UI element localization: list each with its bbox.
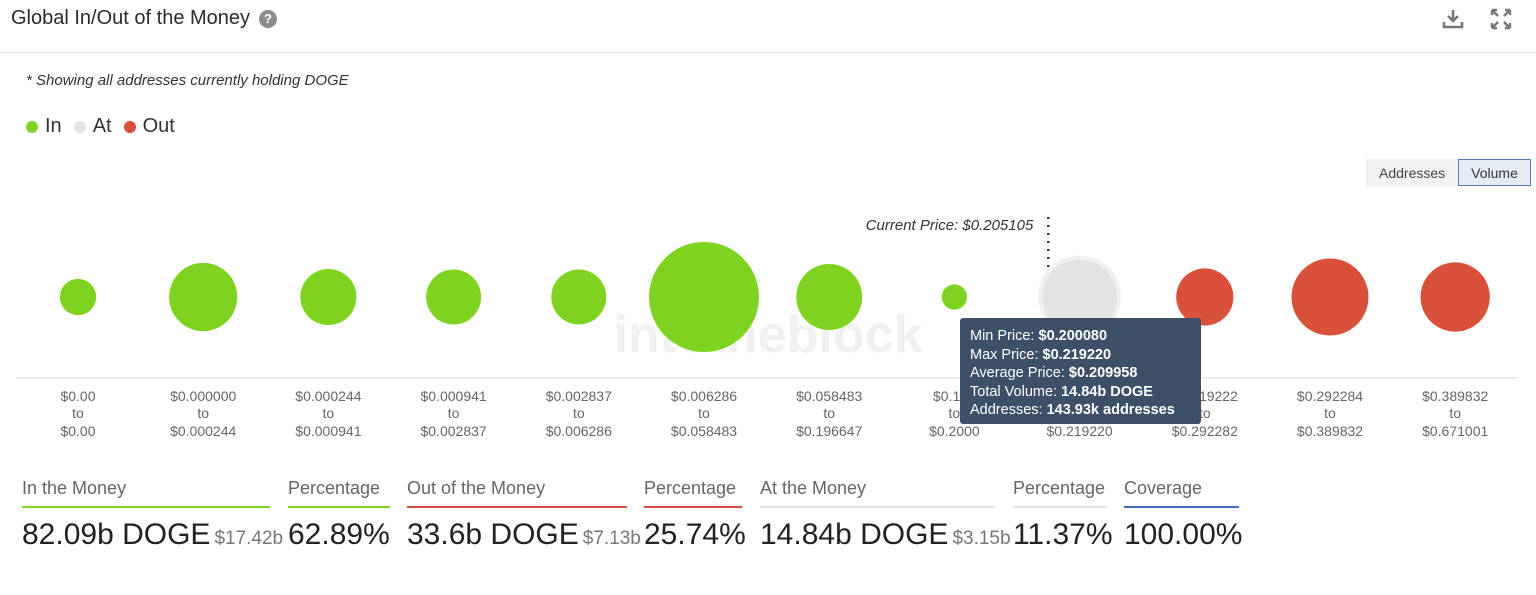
tooltip-total-volume: Total Volume: 14.84b DOGE — [970, 383, 1153, 400]
bubble-in — [169, 262, 238, 332]
tick-label-to: $0.2000 — [929, 423, 980, 439]
legend-dot-out — [123, 120, 136, 133]
stat-at-the-money: At the Money 14.84b DOGE $3.15b — [760, 478, 1011, 552]
tick-label-connector: to — [1324, 405, 1336, 421]
stat-in-percentage: Percentage 62.89% — [288, 478, 390, 552]
help-icon[interactable]: ? — [259, 10, 277, 28]
legend-item-in[interactable]: In — [26, 115, 62, 138]
stat-value: 33.6b DOGE $7.13b — [407, 518, 641, 551]
stat-in-the-money: In the Money 82.09b DOGE $17.42b — [22, 478, 284, 552]
tooltip-min-price: Min Price: $0.200080 — [970, 328, 1108, 344]
bubble-in — [426, 269, 482, 325]
tick-label-connector: to — [323, 405, 335, 421]
tick-label-from: $0.000000 — [170, 388, 236, 404]
tick-label-connector: to — [823, 405, 835, 421]
tick-label-connector: to — [949, 405, 961, 421]
legend-label-out: Out — [142, 115, 175, 137]
legend-label-in: In — [45, 115, 62, 137]
addresses-toggle-button[interactable]: Addresses — [1366, 159, 1459, 186]
tick-label-to: $0.006286 — [546, 423, 612, 439]
stat-label: In the Money — [22, 478, 270, 508]
tick-label-connector: to — [1449, 405, 1461, 421]
tick-label-from: $0.389832 — [1422, 388, 1488, 404]
current-price-label: Current Price: $0.205105 — [866, 217, 1034, 234]
bubble-in — [59, 278, 97, 316]
tick-label-from: $0.002837 — [546, 388, 612, 404]
tick-label-to: $0.219220 — [1047, 423, 1113, 439]
tick-label-from: $0.292284 — [1297, 388, 1363, 404]
tick-label-to: $0.000244 — [170, 423, 236, 439]
stat-label: Percentage — [1013, 478, 1107, 508]
stat-out-percentage: Percentage 25.74% — [644, 478, 746, 552]
tooltip-average-price: Average Price: $0.209958 — [970, 365, 1138, 382]
bubble-in — [551, 269, 607, 325]
bubble-in — [649, 242, 759, 352]
download-icon[interactable] — [1440, 6, 1466, 32]
stat-value: 82.09b DOGE $17.42b — [22, 518, 284, 551]
stat-label: Percentage — [644, 478, 742, 508]
tick-label-connector: to — [448, 405, 460, 421]
tick-label-to: $0.671001 — [1422, 423, 1488, 439]
tick-label-to: $0.058483 — [671, 423, 737, 439]
legend-item-at[interactable]: At — [73, 115, 112, 138]
metric-toggle: Addresses Volume — [1366, 159, 1531, 186]
tick-label-connector: to — [1199, 405, 1211, 421]
stat-out-of-the-money: Out of the Money 33.6b DOGE $7.13b — [407, 478, 641, 552]
tick-label-from: $0.006286 — [671, 388, 737, 404]
legend-item-out[interactable]: Out — [123, 115, 175, 138]
legend-label-at: At — [92, 115, 112, 137]
stat-at-percentage: Percentage 11.37% — [1013, 478, 1113, 552]
bubble-in — [941, 284, 968, 310]
stat-label: Coverage — [1124, 478, 1239, 508]
bubble-out — [1291, 258, 1369, 336]
tick-label-to: $0.389832 — [1297, 423, 1363, 439]
tick-label-connector: to — [72, 405, 84, 421]
bubble-in — [796, 264, 863, 330]
tick-label-from: $0.000941 — [421, 388, 487, 404]
tick-label-to: $0.196647 — [796, 423, 862, 439]
stat-label: At the Money — [760, 478, 995, 508]
tick-label-to: $0.000941 — [295, 423, 361, 439]
stat-value: 11.37% — [1013, 518, 1113, 551]
bubble-out — [1420, 262, 1490, 332]
stat-value: 62.89% — [288, 518, 390, 551]
tick-label-from: $0.058483 — [796, 388, 862, 404]
stat-value: 100.00% — [1124, 518, 1243, 551]
tick-label-from: $0.000244 — [295, 388, 361, 404]
tick-label-to: $0.002837 — [421, 423, 487, 439]
tick-label-connector: to — [197, 405, 209, 421]
legend: In At Out — [26, 115, 187, 138]
tick-label-to: $0.00 — [60, 423, 95, 439]
stat-coverage: Coverage 100.00% — [1124, 478, 1243, 552]
stat-value: 14.84b DOGE $3.15b — [760, 518, 1011, 551]
stat-label: Percentage — [288, 478, 390, 508]
bubble-in — [300, 268, 357, 326]
tick-label-connector: to — [698, 405, 710, 421]
volume-toggle-button[interactable]: Volume — [1458, 159, 1531, 186]
bubble-out — [1176, 268, 1234, 326]
bubble-at — [1042, 259, 1117, 335]
legend-dot-at — [73, 120, 86, 133]
tooltip-max-price: Max Price: $0.219220 — [970, 346, 1112, 363]
header: Global In/Out of the Money ? — [0, 0, 1536, 53]
bubble-tooltip: Min Price: $0.200080 Max Price: $0.21922… — [960, 318, 1201, 424]
tick-label-connector: to — [573, 405, 585, 421]
tick-label-from: $0.00 — [60, 388, 95, 404]
chart-title: Global In/Out of the Money — [11, 7, 251, 29]
legend-dot-in — [26, 120, 38, 133]
stat-value: 25.74% — [644, 518, 746, 551]
expand-icon[interactable] — [1488, 6, 1514, 32]
tick-label-to: $0.292282 — [1172, 423, 1238, 439]
tooltip-addresses: Addresses: 143.93k addresses — [970, 402, 1175, 419]
holding-note: * Showing all addresses currently holdin… — [26, 72, 349, 89]
stat-label: Out of the Money — [407, 478, 627, 508]
